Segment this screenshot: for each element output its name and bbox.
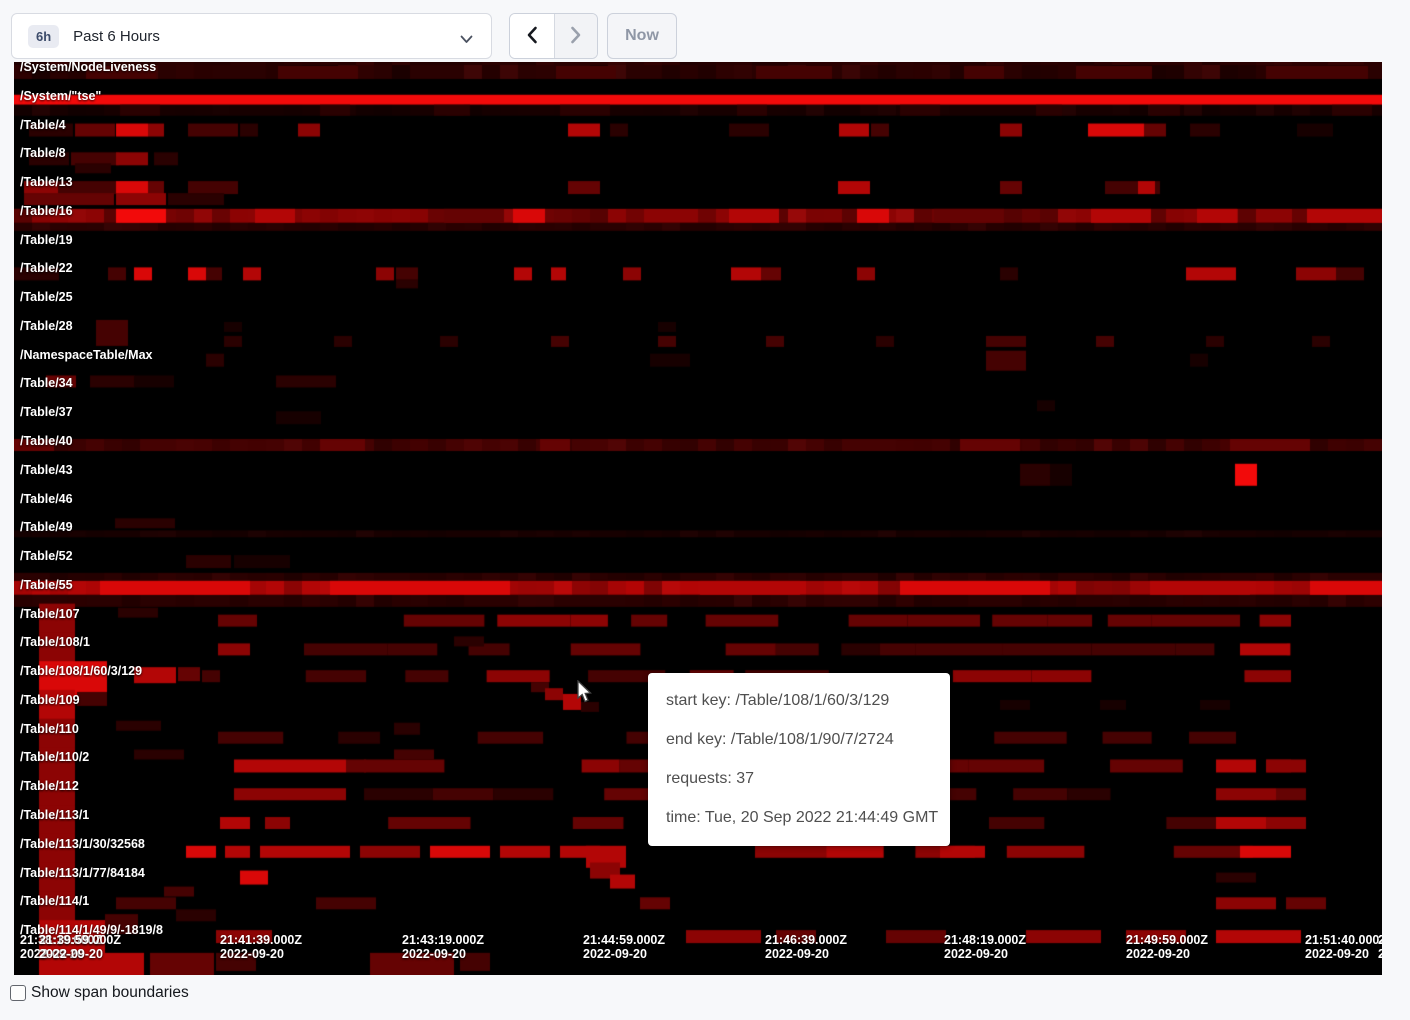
tooltip-start-key: start key: /Table/108/1/60/3/129 [666, 692, 890, 709]
cell-tooltip: start key: /Table/108/1/60/3/129 end key… [648, 673, 950, 846]
next-time-button[interactable] [553, 14, 597, 58]
tooltip-end-key: end key: /Table/108/1/90/7/2724 [666, 731, 894, 748]
time-range-badge: 6h [28, 24, 60, 48]
prev-time-button[interactable] [510, 14, 554, 58]
show-span-boundaries-label: Show span boundaries [31, 984, 189, 1001]
chevron-right-icon [570, 26, 582, 47]
tooltip-time: time: Tue, 20 Sep 2022 21:44:49 GMT [666, 809, 939, 826]
key-visualizer-panel: /System/NodeLiveness/System/"tse"/Table/… [14, 62, 1382, 975]
show-span-boundaries-checkbox[interactable] [10, 985, 26, 1001]
chevron-left-icon [526, 26, 538, 47]
time-range-select[interactable]: 6h Past 6 Hours [11, 13, 492, 59]
time-nav-button-group [509, 13, 598, 59]
now-button[interactable]: Now [607, 13, 677, 59]
show-span-boundaries-row: Show span boundaries [10, 984, 189, 1002]
tooltip-requests: requests: 37 [666, 770, 755, 787]
time-range-label: Past 6 Hours [73, 27, 160, 45]
toolbar: 6h Past 6 Hours Now [0, 0, 1410, 62]
chevron-down-icon [460, 31, 473, 49]
